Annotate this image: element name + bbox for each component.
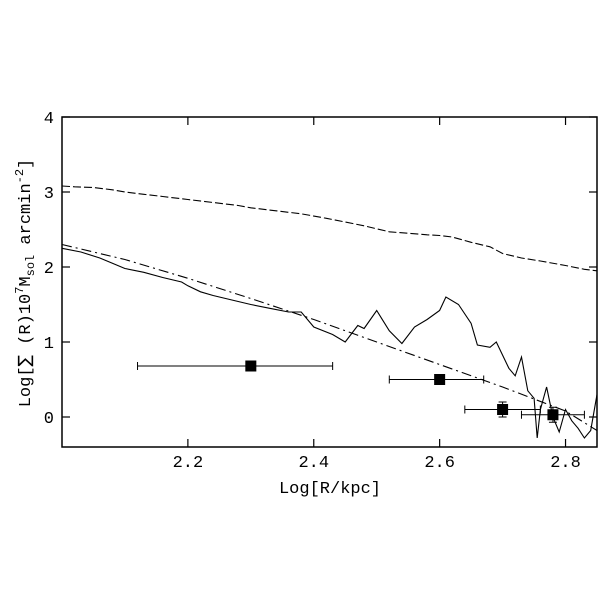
x-tick-label: 2.8 xyxy=(550,454,581,473)
plot-area xyxy=(61,185,598,439)
x-tick-label: 2.4 xyxy=(298,454,329,473)
y-tick-label: 2 xyxy=(44,260,54,279)
plot-frame xyxy=(61,116,598,448)
x-axis: 2.2 2.4 2.6 2.8 xyxy=(173,117,581,473)
data-point-marker xyxy=(547,409,559,421)
y-tick-label: 0 xyxy=(44,410,54,429)
x-axis-label: Log[R/kpc] xyxy=(279,480,381,499)
y-tick-label: 1 xyxy=(44,335,54,354)
y-axis: 0 1 2 3 4 xyxy=(44,110,597,429)
y-tick-label: 4 xyxy=(44,110,54,129)
x-tick-label: 2.6 xyxy=(424,454,455,473)
x-tick-label: 2.2 xyxy=(173,454,204,473)
y-tick-label: 3 xyxy=(44,185,54,204)
series-line-dashed xyxy=(61,185,598,272)
series-line-solid xyxy=(61,247,598,439)
data-point-marker xyxy=(497,404,509,415)
y-axis-label: Log[∑ (R)107Msol arcmin-2] xyxy=(13,159,38,408)
data-point-marker xyxy=(245,360,257,372)
data-point-marker xyxy=(434,374,446,385)
